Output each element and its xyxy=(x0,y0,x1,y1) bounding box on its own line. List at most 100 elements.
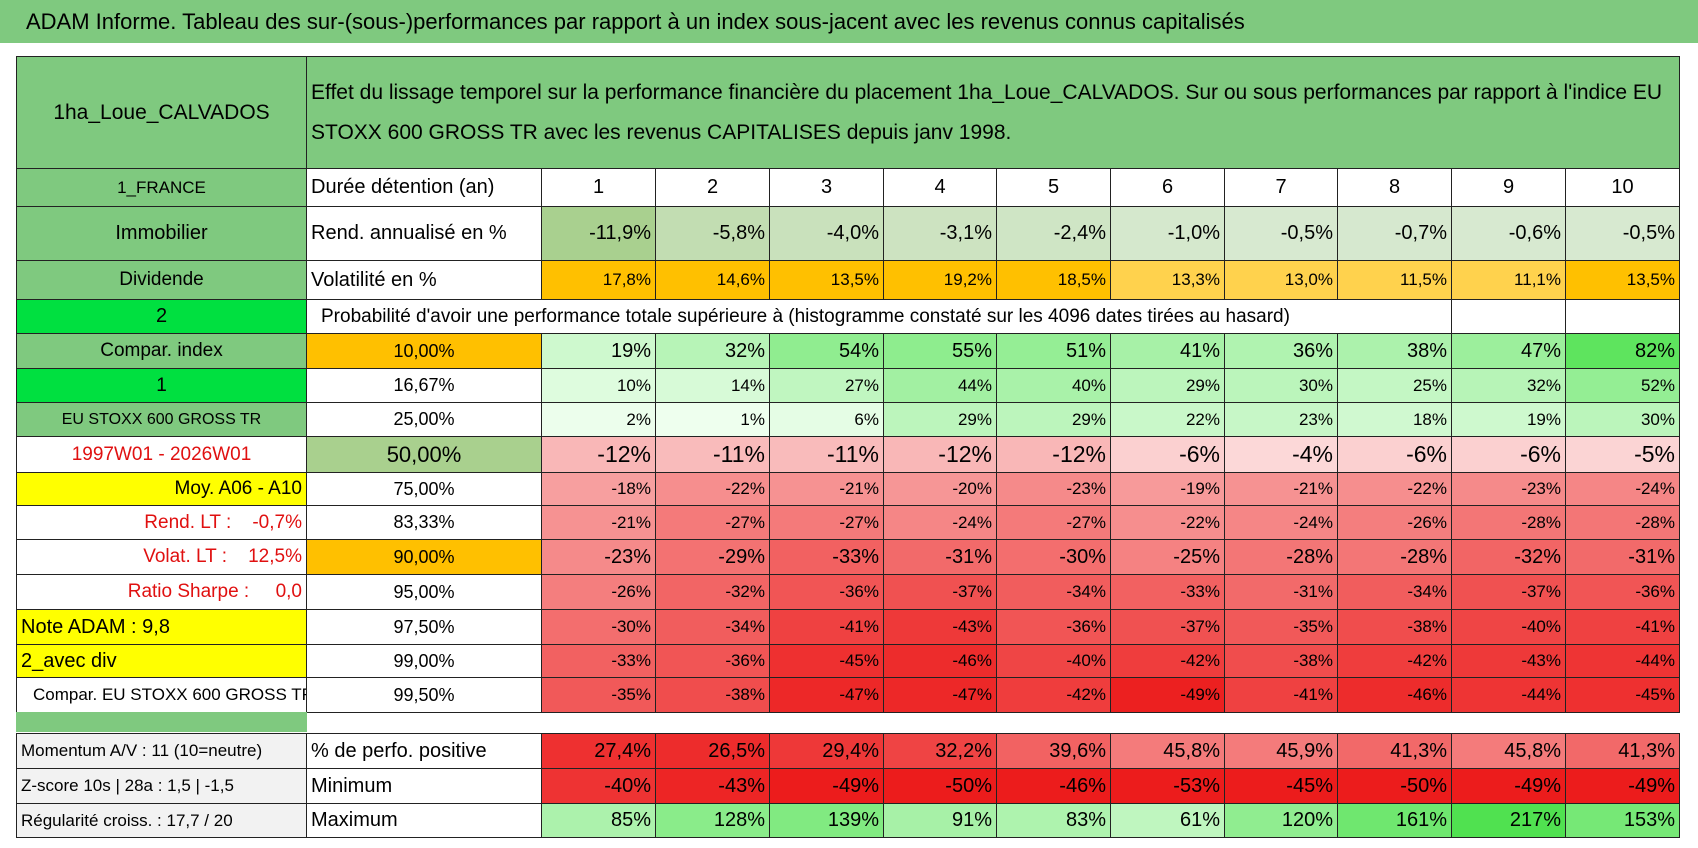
value-cell: -26% xyxy=(1337,505,1452,540)
value-cell: -49% xyxy=(1110,677,1225,713)
stats-label: % de perfo. positive xyxy=(306,733,542,769)
value-cell: -27% xyxy=(769,505,884,540)
value-cell: -35% xyxy=(541,677,656,713)
value-cell: 51% xyxy=(996,333,1111,369)
value-cell: 52% xyxy=(1565,368,1680,403)
value-cell: -35% xyxy=(1224,609,1338,645)
row-label: 50,00% xyxy=(306,436,542,473)
value-cell: 3 xyxy=(769,168,884,207)
stats-value-cell: 217% xyxy=(1451,803,1566,838)
value-cell: -46% xyxy=(1337,677,1452,713)
row-left-label: 2 xyxy=(16,299,307,334)
value-cell: 5 xyxy=(996,168,1111,207)
value-cell: -12% xyxy=(541,436,656,473)
stats-value-cell: -45% xyxy=(1224,768,1338,804)
value-cell: -31% xyxy=(1224,574,1338,610)
value-cell: -5% xyxy=(1565,436,1680,473)
value-cell: -41% xyxy=(1565,609,1680,645)
value-cell: 9 xyxy=(1451,168,1566,207)
stats-value-cell: 128% xyxy=(655,803,770,838)
value-cell: -42% xyxy=(1337,644,1452,678)
value-cell: -40% xyxy=(996,644,1111,678)
row-left-label: Immobilier xyxy=(16,206,307,261)
value-cell: -37% xyxy=(1110,609,1225,645)
value-cell: -0,5% xyxy=(1224,206,1338,261)
value-cell: -37% xyxy=(883,574,997,610)
value-cell: -38% xyxy=(1337,609,1452,645)
value-cell: -44% xyxy=(1451,677,1566,713)
value-cell: -30% xyxy=(996,539,1111,575)
empty-cell xyxy=(1451,299,1566,334)
value-cell: -11% xyxy=(769,436,884,473)
value-cell: -24% xyxy=(1565,472,1680,506)
row-left-label: 1_FRANCE xyxy=(16,168,307,207)
value-cell: -31% xyxy=(1565,539,1680,575)
value-cell: 2 xyxy=(655,168,770,207)
value-cell: 55% xyxy=(883,333,997,369)
value-cell: -27% xyxy=(655,505,770,540)
value-cell: -31% xyxy=(883,539,997,575)
value-cell: -34% xyxy=(996,574,1111,610)
stats-value-cell: 39,6% xyxy=(996,733,1111,769)
row-label: 25,00% xyxy=(306,402,542,437)
value-cell: -21% xyxy=(541,505,656,540)
stats-left-label: Régularité croiss. : 17,7 / 20 xyxy=(16,803,307,838)
value-cell: -12% xyxy=(883,436,997,473)
value-cell: 29% xyxy=(1110,368,1225,403)
value-cell: -0,6% xyxy=(1451,206,1566,261)
value-cell: -34% xyxy=(1337,574,1452,610)
stats-value-cell: -49% xyxy=(1451,768,1566,804)
value-cell: -30% xyxy=(541,609,656,645)
value-cell: -0,7% xyxy=(1337,206,1452,261)
value-cell: -11,9% xyxy=(541,206,656,261)
title-bar: ADAM Informe. Tableau des sur-(sous-)per… xyxy=(0,0,1698,43)
stats-value-cell: -46% xyxy=(996,768,1111,804)
row-left-label: Compar. EU STOXX 600 GROSS TR xyxy=(16,677,307,713)
value-cell: 11,1% xyxy=(1451,260,1566,300)
stats-value-cell: -40% xyxy=(541,768,656,804)
value-cell: 10% xyxy=(541,368,656,403)
stats-value-cell: 91% xyxy=(883,803,997,838)
header-description: Effet du lissage temporel sur la perform… xyxy=(306,56,1680,169)
stats-value-cell: 61% xyxy=(1110,803,1225,838)
value-cell: -21% xyxy=(1224,472,1338,506)
stats-value-cell: 161% xyxy=(1337,803,1452,838)
value-cell: -2,4% xyxy=(996,206,1111,261)
value-cell: -34% xyxy=(655,609,770,645)
value-cell: 54% xyxy=(769,333,884,369)
value-cell: -6% xyxy=(1451,436,1566,473)
value-cell: -26% xyxy=(541,574,656,610)
value-cell: -23% xyxy=(996,472,1111,506)
row-left-label: Moy. A06 - A10 xyxy=(16,472,307,506)
row-left-label: 1997W01 - 2026W01 xyxy=(16,436,307,473)
stats-value-cell: 120% xyxy=(1224,803,1338,838)
value-cell: 14% xyxy=(655,368,770,403)
value-cell: -36% xyxy=(1565,574,1680,610)
row-label: Rend. annualisé en % xyxy=(306,206,542,261)
value-cell: -37% xyxy=(1451,574,1566,610)
stats-label: Minimum xyxy=(306,768,542,804)
value-cell: 30% xyxy=(1224,368,1338,403)
value-cell: -23% xyxy=(541,539,656,575)
value-cell: -43% xyxy=(883,609,997,645)
stats-label: Maximum xyxy=(306,803,542,838)
stats-value-cell: 83% xyxy=(996,803,1111,838)
row-left-label: Volat. LT : 12,5% xyxy=(16,539,307,575)
value-cell: 82% xyxy=(1565,333,1680,369)
value-cell: 19% xyxy=(541,333,656,369)
separator xyxy=(16,712,307,732)
value-cell: 29% xyxy=(883,402,997,437)
row-left-label: 1 xyxy=(16,368,307,403)
row-left-label: Ratio Sharpe : 0,0 xyxy=(16,574,307,610)
value-cell: -36% xyxy=(996,609,1111,645)
value-cell: -41% xyxy=(1224,677,1338,713)
value-cell: -4% xyxy=(1224,436,1338,473)
value-cell: 11,5% xyxy=(1337,260,1452,300)
empty-cell xyxy=(1565,299,1680,334)
value-cell: -47% xyxy=(883,677,997,713)
value-cell: 10 xyxy=(1565,168,1680,207)
value-cell: 27% xyxy=(769,368,884,403)
value-cell: -38% xyxy=(655,677,770,713)
value-cell: 7 xyxy=(1224,168,1338,207)
value-cell: 13,3% xyxy=(1110,260,1225,300)
